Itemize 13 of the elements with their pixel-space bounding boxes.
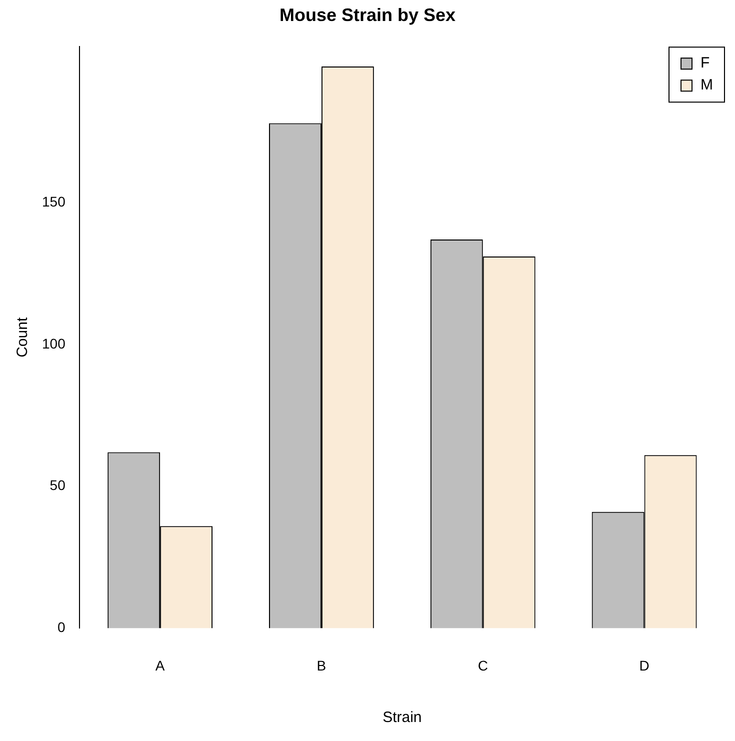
x-tick-label: D xyxy=(639,657,650,674)
x-tick-label: A xyxy=(155,657,166,674)
chart-title: Mouse Strain by Sex xyxy=(279,4,456,25)
y-tick-label: 100 xyxy=(42,335,66,352)
x-tick-label: C xyxy=(478,657,488,674)
legend-label: F xyxy=(700,54,710,72)
legend-label: M xyxy=(700,76,714,94)
y-tick-label: 50 xyxy=(50,477,66,494)
y-axis-title: Count xyxy=(14,316,32,358)
y-tick-label: 150 xyxy=(42,194,66,210)
x-axis-title: Strain xyxy=(382,709,422,726)
y-tick-label: 0 xyxy=(58,619,66,636)
x-tick-label: B xyxy=(316,657,326,674)
